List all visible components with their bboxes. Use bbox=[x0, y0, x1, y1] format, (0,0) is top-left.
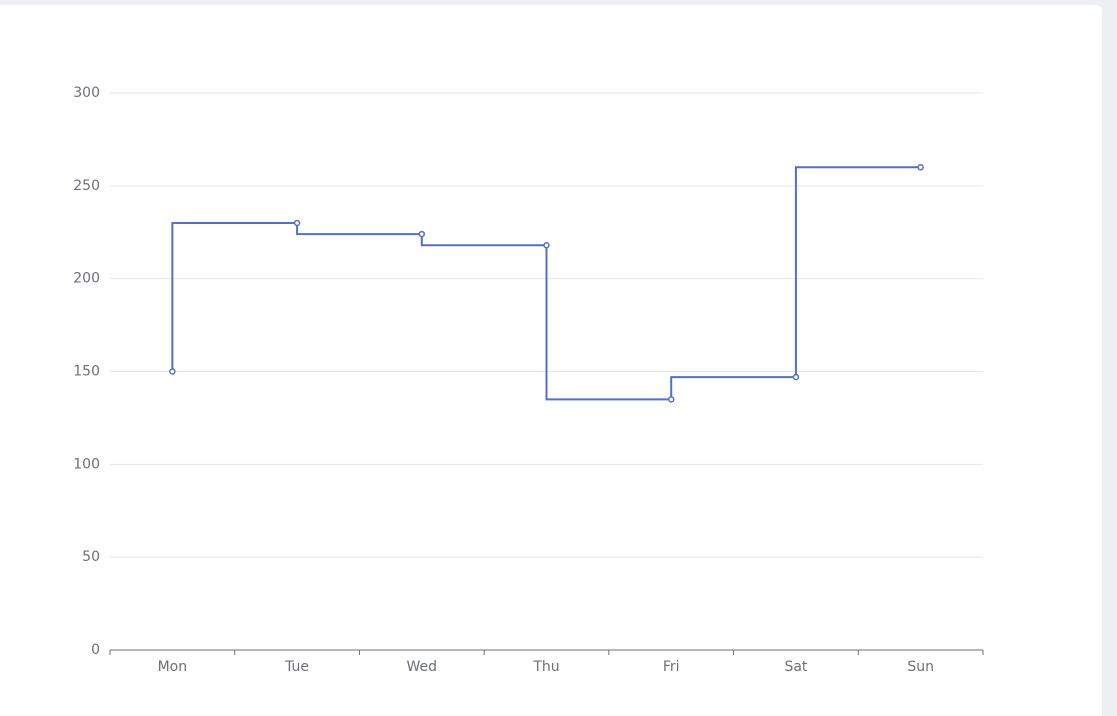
card bbox=[0, 5, 1102, 716]
step-line bbox=[171, 166, 921, 401]
data-point bbox=[169, 368, 176, 375]
data-point bbox=[667, 396, 675, 403]
x-tick-label: Fri bbox=[663, 659, 680, 675]
x-tick-label: Tue bbox=[284, 659, 309, 675]
y-tick-label: 50 bbox=[82, 549, 100, 565]
y-tick-label: 150 bbox=[73, 364, 100, 380]
y-tick-label: 0 bbox=[91, 642, 100, 658]
data-point bbox=[917, 164, 924, 171]
x-tick-label: Thu bbox=[532, 659, 559, 675]
y-tick-label: 100 bbox=[73, 456, 100, 472]
x-tick-label: Mon bbox=[158, 659, 188, 675]
data-point bbox=[792, 373, 800, 381]
data-point bbox=[418, 230, 426, 238]
y-tick-label: 300 bbox=[73, 85, 100, 101]
data-point bbox=[543, 241, 550, 249]
y-tick-label: 250 bbox=[73, 178, 100, 194]
x-tick-label: Sat bbox=[784, 659, 807, 675]
data-point bbox=[293, 219, 301, 227]
x-tick-label: Sun bbox=[907, 659, 934, 675]
y-tick-label: 200 bbox=[73, 271, 100, 287]
x-tick-label: Wed bbox=[407, 659, 438, 675]
